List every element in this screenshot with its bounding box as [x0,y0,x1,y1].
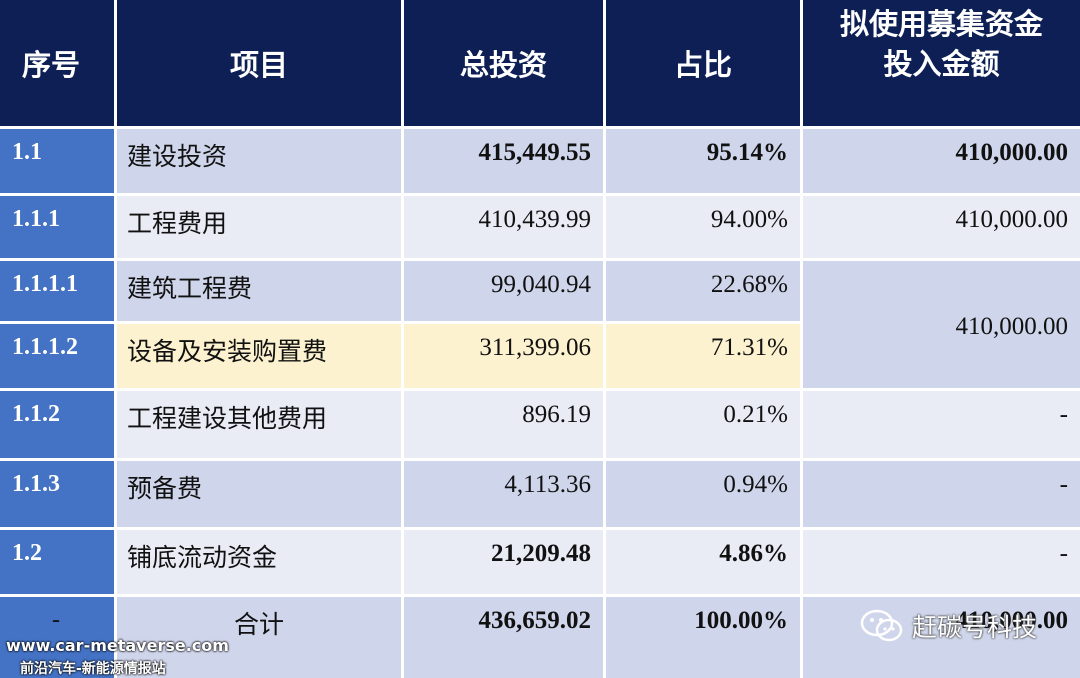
row-item: 建筑工程费 [117,261,401,321]
row-seq: 1.1.1 [0,196,114,258]
header-fund-line2: 投入金额 [883,47,1000,81]
row-total: 410,439.99 [404,196,603,258]
row-item: 预备费 [117,461,401,527]
row-total: 99,040.94 [404,261,603,321]
watermark-url: www.car-metaverse.com [6,636,229,655]
row-fund: 410,000.00 [803,196,1080,258]
row-fund: - [803,530,1080,594]
row-ratio: 4.86% [606,530,800,594]
header-ratio: 占比 [606,0,800,126]
row-ratio: 0.94% [606,461,800,527]
watermark-account-name: 赶碳号科技 [912,613,1038,642]
row-item: 工程建设其他费用 [117,391,401,458]
row-seq: 1.1.3 [0,461,114,527]
row-item: 建设投资 [117,129,401,193]
row-ratio: 0.21% [606,391,800,458]
row-fund: - [803,391,1080,458]
total-fund: 410,000.00 [803,597,1080,678]
row-item-highlighted: 设备及安装购置费 [117,324,401,388]
total-ratio: 100.00% [606,597,800,678]
row-total: 4,113.36 [404,461,603,527]
row-seq: 1.2 [0,530,114,594]
row-ratio: 95.14% [606,129,800,193]
total-amount: 436,659.02 [404,597,603,678]
row-total: 896.19 [404,391,603,458]
row-seq: 1.1.2 [0,391,114,458]
watermark-site: 前沿汽车-新能源情报站 [20,661,166,677]
header-seq: 序号 [0,0,114,126]
merged-fund-cell: 410,000.00 [803,261,1080,388]
wechat-icon [860,609,903,642]
header-total: 总投资 [404,0,603,126]
row-seq: 1.1.1.1 [0,261,114,321]
row-ratio: 94.00% [606,196,800,258]
row-ratio: 22.68% [606,261,800,321]
header-fund-line1: 拟使用募集资金 [839,7,1043,41]
row-total: 415,449.55 [404,129,603,193]
row-fund: 410,000.00 [803,129,1080,193]
row-total: 21,209.48 [404,530,603,594]
total-label: 合计 [117,597,401,678]
row-ratio-highlighted: 71.31% [606,324,800,388]
header-item: 项目 [117,0,401,126]
row-item: 工程费用 [117,196,401,258]
row-total-highlighted: 311,399.06 [404,324,603,388]
row-fund: - [803,461,1080,527]
row-item: 铺底流动资金 [117,530,401,594]
total-seq: - [0,597,114,678]
row-seq: 1.1.1.2 [0,324,114,388]
header-fund: 拟使用募集资金 投入金额 [803,0,1080,126]
watermark-account: 赶碳号科技 [860,608,1037,644]
row-seq: 1.1 [0,129,114,193]
